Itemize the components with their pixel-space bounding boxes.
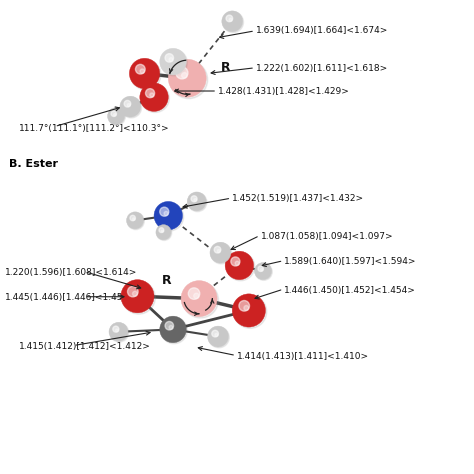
- Circle shape: [124, 100, 131, 107]
- Circle shape: [188, 193, 207, 212]
- Circle shape: [156, 225, 171, 240]
- Circle shape: [187, 192, 206, 211]
- Circle shape: [169, 58, 173, 62]
- Circle shape: [116, 329, 118, 332]
- Text: R: R: [162, 274, 172, 287]
- Circle shape: [235, 261, 239, 265]
- Circle shape: [215, 333, 218, 337]
- Circle shape: [133, 218, 135, 220]
- Circle shape: [141, 84, 169, 112]
- Text: 111.7°(111.1°)[111.2°]<110.3°>: 111.7°(111.1°)[111.2°]<110.3°>: [19, 125, 170, 133]
- Circle shape: [164, 211, 168, 216]
- Text: 1.415(1.412)[1.412]<1.412>: 1.415(1.412)[1.412]<1.412>: [19, 343, 151, 351]
- Circle shape: [211, 243, 232, 264]
- Circle shape: [182, 73, 187, 78]
- Circle shape: [176, 67, 188, 79]
- Circle shape: [132, 291, 137, 296]
- Circle shape: [140, 69, 145, 73]
- Circle shape: [160, 48, 186, 75]
- Circle shape: [208, 326, 228, 347]
- Circle shape: [156, 225, 172, 240]
- Circle shape: [182, 282, 219, 318]
- Circle shape: [130, 215, 136, 221]
- Circle shape: [154, 201, 182, 230]
- Circle shape: [261, 269, 263, 271]
- Text: 1.428(1.431)[1.428]<1.429>: 1.428(1.431)[1.428]<1.429>: [218, 88, 350, 96]
- Circle shape: [136, 64, 145, 74]
- Circle shape: [255, 263, 272, 280]
- Circle shape: [155, 202, 183, 231]
- Circle shape: [223, 12, 244, 33]
- Circle shape: [212, 330, 219, 337]
- Text: 1.087(1.058)[1.094]<1.097>: 1.087(1.058)[1.094]<1.097>: [261, 232, 393, 240]
- Circle shape: [159, 228, 164, 233]
- Text: B. Ester: B. Ester: [9, 158, 58, 169]
- Circle shape: [111, 111, 117, 117]
- Circle shape: [209, 327, 229, 348]
- Circle shape: [127, 212, 144, 229]
- Circle shape: [169, 326, 173, 329]
- Circle shape: [109, 322, 128, 341]
- Text: R: R: [220, 61, 230, 74]
- Circle shape: [110, 323, 129, 342]
- Circle shape: [226, 15, 233, 22]
- Circle shape: [127, 103, 130, 107]
- Circle shape: [161, 317, 187, 344]
- Circle shape: [217, 249, 220, 253]
- Circle shape: [255, 263, 272, 280]
- Circle shape: [229, 18, 232, 21]
- Circle shape: [170, 61, 208, 99]
- Circle shape: [127, 212, 144, 229]
- Circle shape: [131, 60, 161, 90]
- Circle shape: [128, 286, 138, 297]
- Circle shape: [239, 301, 249, 311]
- Circle shape: [226, 252, 255, 281]
- Circle shape: [129, 58, 160, 89]
- Circle shape: [113, 326, 119, 332]
- Circle shape: [258, 266, 264, 272]
- Circle shape: [181, 281, 217, 317]
- Circle shape: [231, 257, 240, 266]
- Circle shape: [108, 108, 125, 125]
- Circle shape: [140, 83, 168, 111]
- Circle shape: [222, 11, 243, 32]
- Circle shape: [108, 108, 125, 125]
- Circle shape: [168, 59, 206, 97]
- Circle shape: [232, 294, 265, 327]
- Circle shape: [188, 288, 200, 300]
- Circle shape: [121, 280, 154, 313]
- Circle shape: [121, 97, 142, 118]
- Text: 1.222(1.602)[1.611]<1.618>: 1.222(1.602)[1.611]<1.618>: [256, 64, 388, 73]
- Circle shape: [114, 114, 116, 116]
- Circle shape: [244, 306, 249, 310]
- Circle shape: [165, 321, 173, 330]
- Text: 1.220(1.596)[1.608]<1.614>: 1.220(1.596)[1.608]<1.614>: [5, 268, 137, 277]
- Circle shape: [165, 54, 173, 62]
- Text: 1.445(1.446)[1.446]<1.450>: 1.445(1.446)[1.446]<1.450>: [5, 293, 137, 302]
- Text: 1.414(1.413)[1.411]<1.410>: 1.414(1.413)[1.411]<1.410>: [237, 352, 369, 361]
- Circle shape: [214, 246, 221, 253]
- Text: 1.639(1.694)[1.664]<1.674>: 1.639(1.694)[1.664]<1.674>: [256, 27, 388, 35]
- Circle shape: [210, 242, 231, 263]
- Circle shape: [161, 230, 164, 232]
- Circle shape: [161, 49, 187, 76]
- Circle shape: [122, 281, 155, 314]
- Circle shape: [234, 295, 267, 328]
- Text: 1.446(1.450)[1.452]<1.454>: 1.446(1.450)[1.452]<1.454>: [284, 286, 416, 294]
- Circle shape: [150, 93, 154, 97]
- Circle shape: [191, 196, 197, 202]
- Circle shape: [120, 96, 141, 117]
- Circle shape: [160, 207, 169, 216]
- Circle shape: [160, 316, 186, 343]
- Circle shape: [225, 251, 254, 280]
- Text: 1.589(1.640)[1.597]<1.594>: 1.589(1.640)[1.597]<1.594>: [284, 257, 417, 266]
- Circle shape: [194, 199, 197, 201]
- Text: 1.452(1.519)[1.437]<1.432>: 1.452(1.519)[1.437]<1.432>: [232, 194, 365, 202]
- Circle shape: [146, 89, 155, 98]
- Circle shape: [194, 293, 199, 299]
